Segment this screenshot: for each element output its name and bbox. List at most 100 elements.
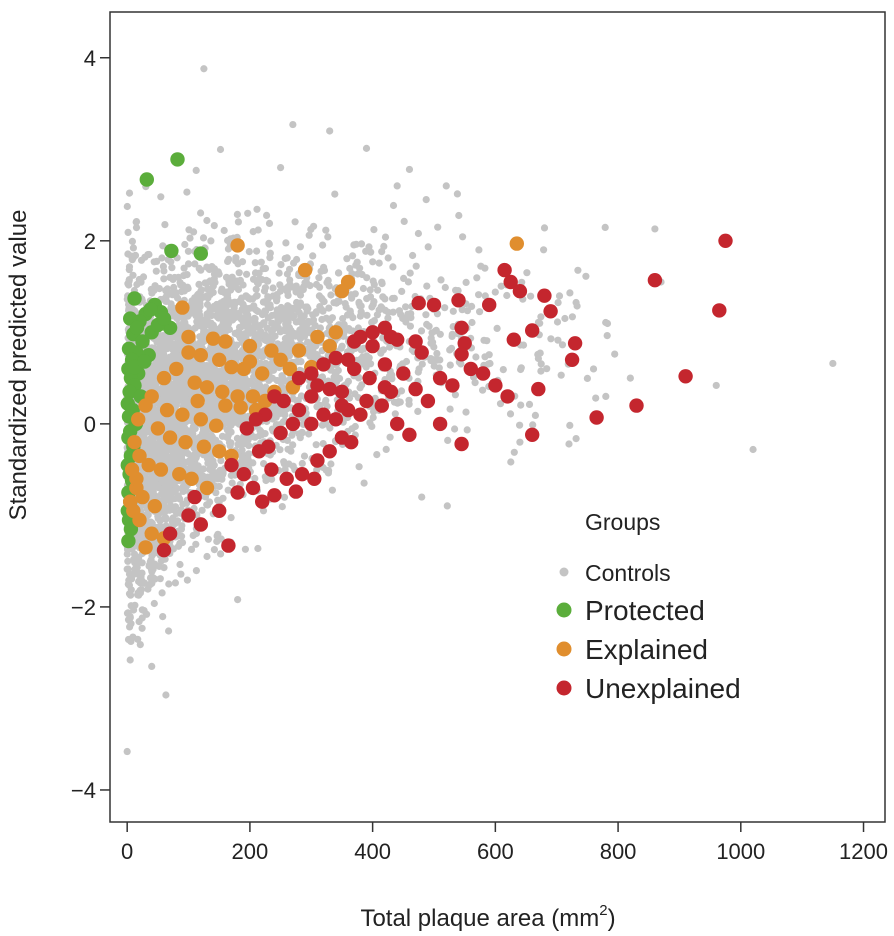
control-point — [434, 223, 442, 231]
control-point — [210, 304, 218, 312]
control-point — [147, 556, 155, 564]
legend-marker-protected — [556, 602, 572, 618]
unexplained-point — [162, 526, 178, 541]
control-point — [193, 435, 201, 443]
explained-point — [172, 467, 187, 482]
control-point — [219, 298, 227, 306]
control-point — [124, 609, 132, 617]
control-point — [167, 457, 175, 465]
control-point — [129, 244, 137, 252]
control-point — [414, 407, 422, 415]
control-point — [553, 318, 562, 326]
explained-point — [215, 384, 230, 399]
control-point — [180, 376, 188, 384]
control-point — [203, 216, 211, 225]
control-point — [299, 332, 307, 340]
control-point — [574, 266, 582, 274]
control-point — [239, 281, 247, 289]
control-point — [123, 747, 131, 756]
control-point — [167, 397, 175, 405]
explained-point — [212, 444, 227, 459]
explained-point — [218, 334, 233, 349]
control-point — [262, 336, 270, 345]
control-point — [176, 495, 184, 503]
control-point — [148, 289, 156, 297]
control-point — [543, 365, 551, 373]
control-point — [184, 398, 192, 406]
control-point — [481, 292, 489, 300]
control-point — [355, 299, 363, 308]
explained-point — [132, 512, 147, 528]
control-point — [373, 451, 381, 459]
control-point — [503, 291, 511, 300]
control-point — [516, 421, 524, 429]
unexplained-point — [497, 262, 512, 278]
control-point — [291, 218, 299, 226]
control-point — [418, 493, 426, 501]
control-point — [159, 613, 167, 621]
control-point — [125, 570, 134, 578]
control-point — [282, 324, 290, 332]
explained-point — [181, 345, 196, 360]
control-point — [405, 165, 414, 174]
protected-point — [129, 320, 145, 335]
control-point — [204, 400, 212, 409]
control-point — [343, 255, 351, 263]
control-point — [172, 446, 180, 454]
explained-point — [175, 407, 190, 422]
control-point — [441, 283, 449, 292]
control-point — [455, 211, 463, 220]
control-point — [491, 288, 499, 296]
control-point — [325, 304, 333, 312]
control-point — [260, 460, 268, 468]
control-point — [389, 263, 397, 271]
control-point — [534, 350, 542, 359]
explained-point — [135, 489, 150, 505]
control-point — [437, 276, 445, 284]
x-tick-label: 800 — [600, 839, 637, 864]
control-point — [360, 479, 368, 487]
protected-point — [143, 302, 158, 317]
control-point — [268, 328, 276, 336]
control-point — [216, 145, 225, 154]
control-point — [171, 579, 179, 587]
control-point — [427, 339, 435, 347]
control-point — [475, 246, 483, 254]
control-point — [369, 413, 377, 422]
unexplained-point — [503, 274, 518, 290]
control-point — [435, 364, 443, 372]
control-point — [195, 307, 203, 315]
control-point — [523, 269, 531, 277]
control-point — [330, 373, 338, 381]
control-point — [626, 374, 634, 382]
control-point — [203, 552, 211, 561]
control-point — [178, 448, 186, 456]
control-point — [359, 284, 367, 293]
control-point — [428, 329, 436, 337]
control-point — [283, 254, 291, 262]
control-point — [210, 222, 218, 230]
control-point — [214, 475, 222, 483]
control-point — [313, 351, 321, 359]
unexplained-point — [316, 407, 331, 422]
unexplained-point — [328, 350, 343, 366]
explained-point — [169, 361, 184, 377]
y-tick-label: 0 — [84, 412, 96, 437]
protected-point — [135, 334, 150, 349]
unexplained-point — [454, 347, 469, 362]
control-point — [568, 313, 577, 321]
explained-point — [224, 359, 239, 375]
control-point — [125, 189, 134, 197]
control-point — [355, 463, 363, 471]
legend-marker-controls — [559, 567, 569, 577]
control-point — [384, 254, 392, 262]
control-point — [197, 340, 205, 348]
unexplained-point — [451, 293, 466, 308]
control-point — [281, 411, 289, 419]
control-point — [356, 264, 364, 272]
control-point — [212, 371, 220, 379]
control-point — [368, 303, 376, 311]
unexplained-point — [221, 538, 236, 553]
control-point — [398, 287, 406, 295]
control-point — [199, 428, 207, 436]
